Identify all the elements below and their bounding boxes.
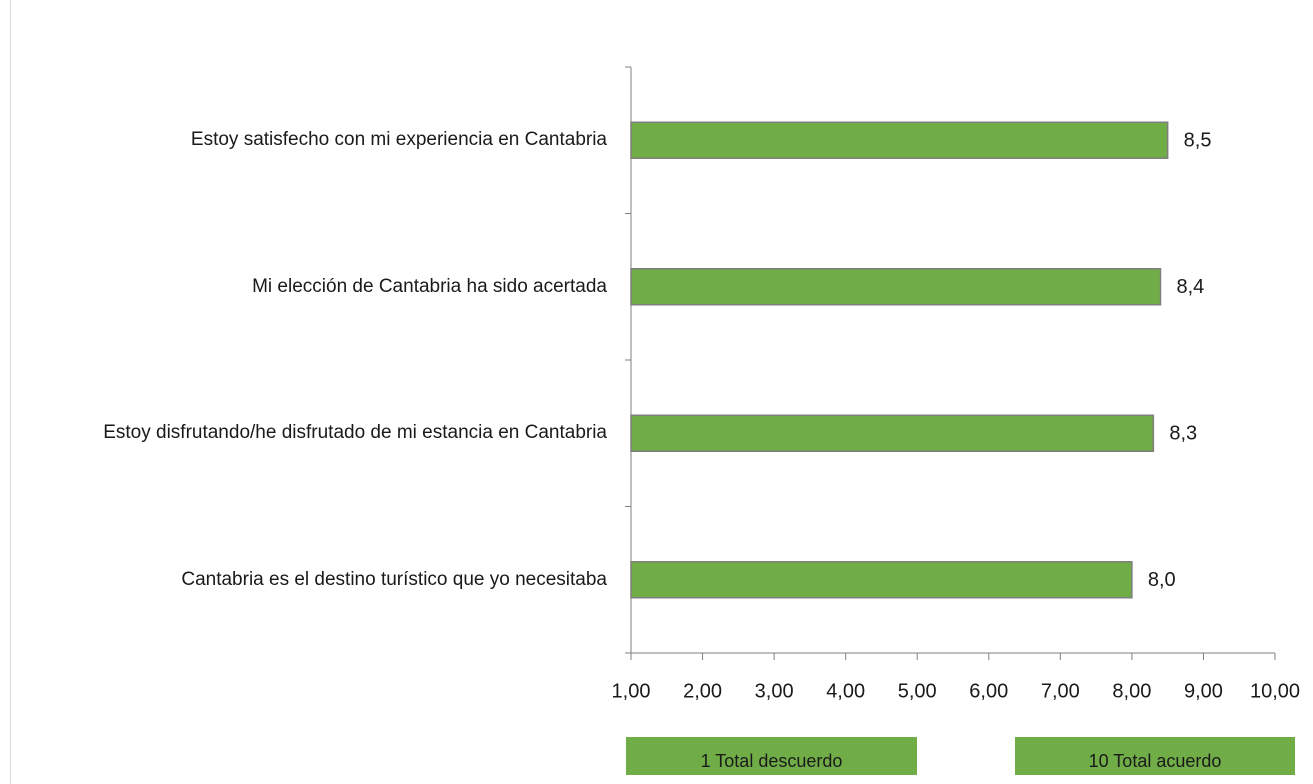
x-tick-label: 2,00 [683,680,722,702]
x-tick-label: 4,00 [826,680,865,702]
value-label: 8,3 [1169,423,1197,445]
bar [630,268,1162,306]
x-tick-label: 6,00 [969,680,1008,702]
value-label: 8,0 [1148,569,1176,591]
x-tick-label: 9,00 [1184,680,1223,702]
legend-note: 1 Total descuerdo [626,737,917,775]
y-tick-label: Estoy disfrutando/he disfrutado de mi es… [103,422,607,444]
x-tick-label: 7,00 [1041,680,1080,702]
bar [630,561,1133,599]
y-tick-label: Mi elección de Cantabria ha sido acertad… [252,275,607,297]
x-tick-label: 3,00 [755,680,794,702]
x-tick-label: 5,00 [898,680,937,702]
bar [630,414,1155,452]
x-tick-label: 1,00 [612,680,651,702]
y-tick-label: Cantabria es el destino turístico que yo… [181,568,607,590]
x-tick-label: 10,00 [1250,680,1300,702]
value-label: 8,4 [1177,276,1205,298]
bar [630,121,1169,159]
legend-note: 10 Total acuerdo [1015,737,1295,775]
value-label: 8,5 [1184,130,1212,152]
x-tick-label: 8,00 [1112,680,1151,702]
y-tick-label: Estoy satisfecho con mi experiencia en C… [190,129,607,151]
